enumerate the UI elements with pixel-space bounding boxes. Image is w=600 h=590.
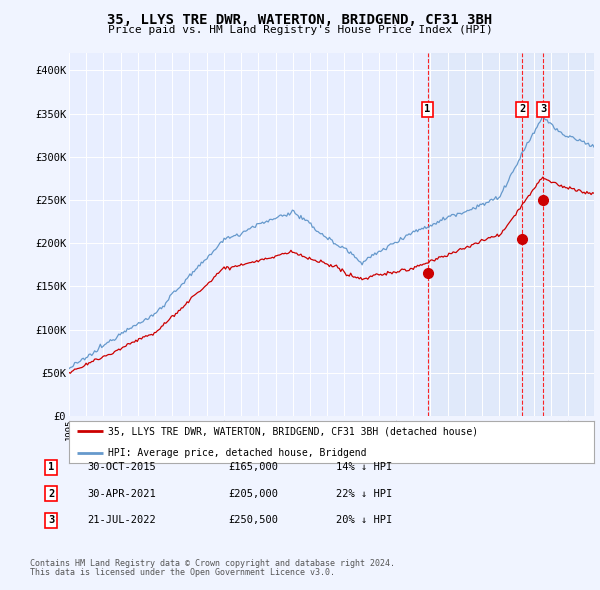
Text: Price paid vs. HM Land Registry's House Price Index (HPI): Price paid vs. HM Land Registry's House … — [107, 25, 493, 35]
Text: 2: 2 — [48, 489, 54, 499]
Text: 30-OCT-2015: 30-OCT-2015 — [87, 463, 156, 472]
Text: This data is licensed under the Open Government Licence v3.0.: This data is licensed under the Open Gov… — [30, 568, 335, 577]
Text: Contains HM Land Registry data © Crown copyright and database right 2024.: Contains HM Land Registry data © Crown c… — [30, 559, 395, 568]
Bar — [428, 53, 594, 416]
Text: 2: 2 — [519, 104, 526, 114]
Text: HPI: Average price, detached house, Bridgend: HPI: Average price, detached house, Brid… — [109, 448, 367, 457]
Text: £250,500: £250,500 — [228, 516, 278, 525]
Text: 14% ↓ HPI: 14% ↓ HPI — [336, 463, 392, 472]
Text: 35, LLYS TRE DWR, WATERTON, BRIDGEND, CF31 3BH (detached house): 35, LLYS TRE DWR, WATERTON, BRIDGEND, CF… — [109, 427, 479, 436]
Text: 21-JUL-2022: 21-JUL-2022 — [87, 516, 156, 525]
Text: 3: 3 — [48, 516, 54, 525]
Text: 1: 1 — [424, 104, 431, 114]
Text: £205,000: £205,000 — [228, 489, 278, 499]
Text: 22% ↓ HPI: 22% ↓ HPI — [336, 489, 392, 499]
Text: 35, LLYS TRE DWR, WATERTON, BRIDGEND, CF31 3BH: 35, LLYS TRE DWR, WATERTON, BRIDGEND, CF… — [107, 13, 493, 27]
Text: 3: 3 — [540, 104, 547, 114]
Text: 1: 1 — [48, 463, 54, 472]
Text: £165,000: £165,000 — [228, 463, 278, 472]
Text: 20% ↓ HPI: 20% ↓ HPI — [336, 516, 392, 525]
Text: 30-APR-2021: 30-APR-2021 — [87, 489, 156, 499]
